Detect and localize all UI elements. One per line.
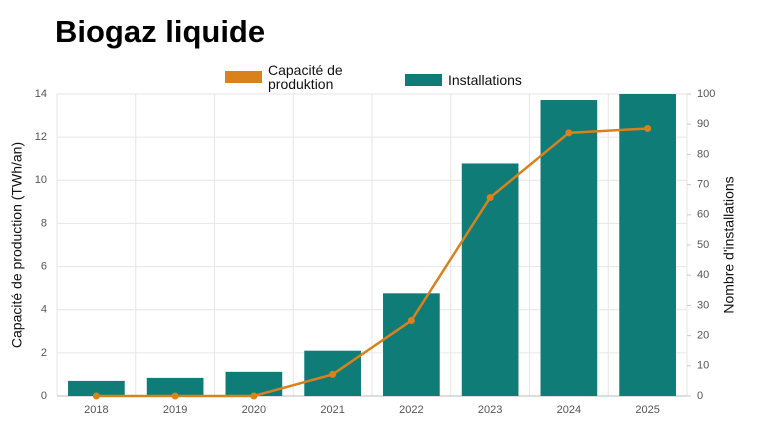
line-point [329,370,337,378]
legend-swatch [225,71,262,83]
y-tick-label: 10 [35,174,47,186]
y2-tick-label: 100 [697,88,715,100]
y-tick-label: 14 [35,88,47,100]
bar [461,163,519,396]
x-tick-label: 2023 [478,404,502,416]
bar [619,94,676,396]
x-tick-label: 2025 [635,404,659,416]
line-point [171,392,179,400]
bar [383,293,440,396]
legend-swatch [405,74,442,86]
legend-label: Installations [448,72,522,88]
y-tick-label: 4 [41,304,47,316]
line [96,127,648,398]
x-tick-label: 2020 [242,404,266,416]
legend-item: Installations [405,73,522,87]
x-tick-label: 2018 [84,404,108,416]
legend-label: Capacité de produktion [268,62,343,92]
legend-item: Capacité de produktion [225,63,360,91]
y2-axis-label: Nombre d'installations [721,176,737,313]
y2-tick-label: 90 [697,118,709,130]
y-tick-label: 0 [41,390,47,402]
y2-tick-label: 60 [697,209,709,221]
x-tick-label: 2021 [320,404,344,416]
line-point [92,392,100,400]
y-axis-label: Capacité de production (TWh/an) [9,142,25,348]
x-tick-label: 2019 [163,404,187,416]
y2-tick-label: 20 [697,330,709,342]
y2-tick-label: 40 [697,269,709,281]
line-point [565,129,573,137]
x-tick-label: 2024 [557,404,581,416]
x-tick-label: 2022 [399,404,423,416]
y2-tick-label: 50 [697,239,709,251]
y2-tick-label: 10 [697,360,709,372]
y-tick-label: 6 [41,260,47,272]
line-point [486,194,494,202]
chart-title: Biogaz liquide [55,14,265,49]
line-point [407,317,415,324]
y2-tick-label: 80 [697,148,709,160]
y2-tick-label: 70 [697,179,709,191]
bar [146,377,204,396]
line-point [250,392,258,400]
line-point [644,125,652,133]
bar [68,380,125,396]
y2-tick-label: 30 [697,299,709,311]
bar [540,100,598,396]
y-tick-label: 8 [41,217,47,229]
y2-tick-label: 0 [697,390,703,402]
y-tick-label: 2 [41,347,47,359]
y-tick-label: 12 [35,131,47,143]
bar [225,371,283,396]
